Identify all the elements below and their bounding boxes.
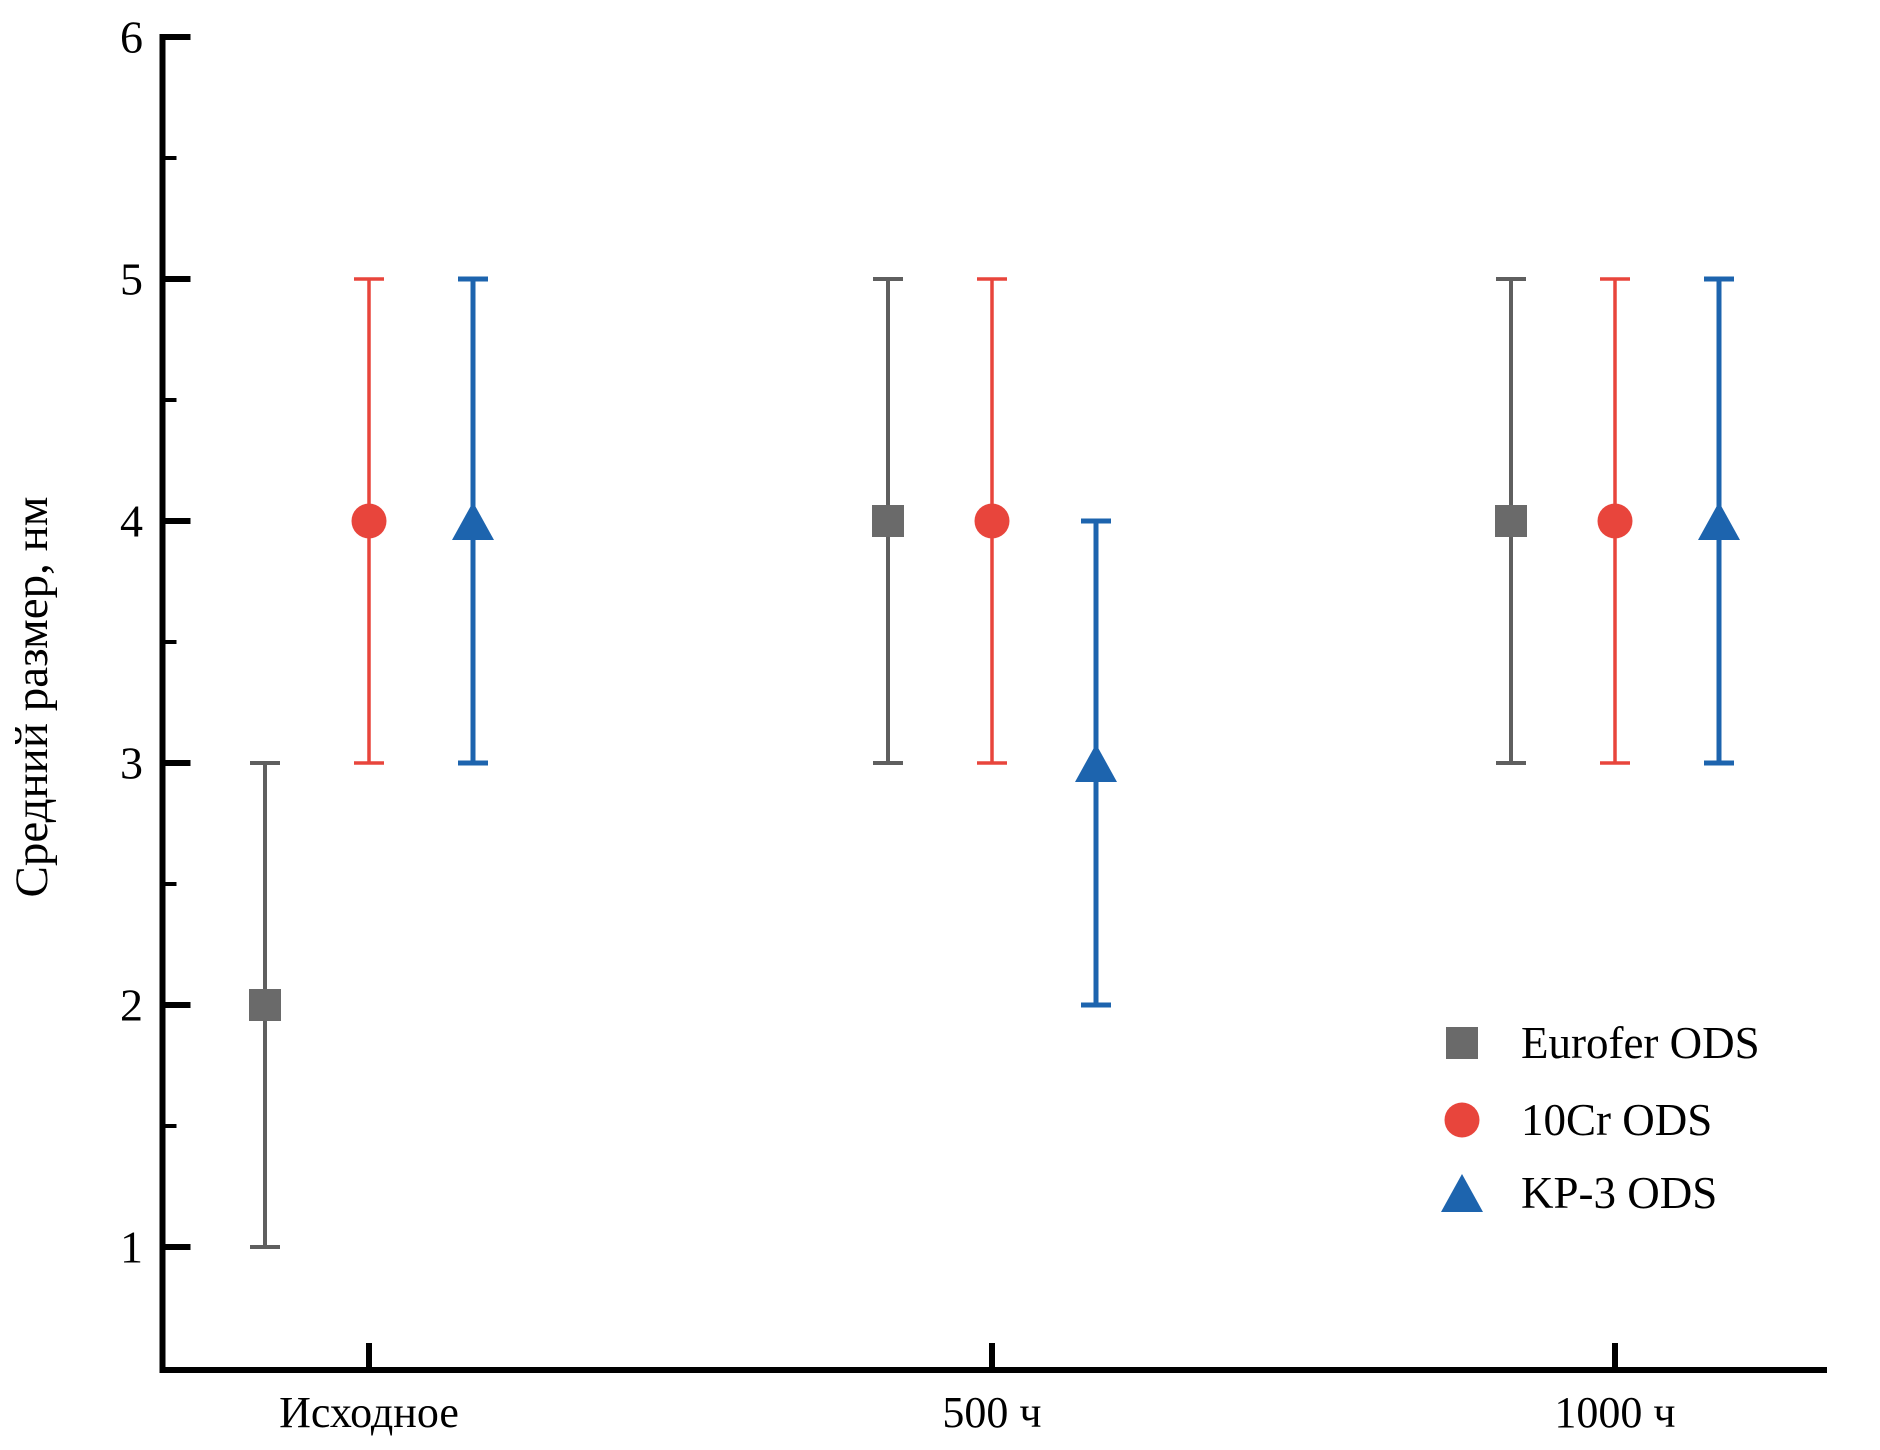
y-tick-label: 6 — [120, 12, 143, 63]
x-tick-label: 500 ч — [942, 1388, 1041, 1437]
y-tick-label: 5 — [120, 254, 143, 305]
y-tick-label: 4 — [120, 496, 143, 547]
x-tick-label: Исходное — [279, 1388, 459, 1437]
marker-triangle — [1698, 502, 1740, 540]
marker-circle — [1597, 503, 1633, 539]
y-tick-label: 2 — [120, 980, 143, 1031]
marker-triangle — [452, 502, 494, 540]
marker-square — [249, 989, 281, 1021]
y-tick-label: 1 — [120, 1222, 143, 1273]
marker-square-legend — [1446, 1027, 1478, 1059]
y-tick-label: 3 — [120, 738, 143, 789]
marker-triangle — [1075, 744, 1117, 782]
marker-circle-legend — [1444, 1102, 1480, 1138]
legend-label: 10Cr ODS — [1521, 1095, 1712, 1145]
legend-label: Eurofer ODS — [1521, 1018, 1760, 1068]
marker-circle — [351, 503, 387, 539]
marker-square — [872, 505, 904, 537]
y-axis-title: Средний размер, нм — [6, 497, 58, 898]
legend-label: KP-3 ODS — [1521, 1168, 1717, 1218]
marker-square — [1495, 505, 1527, 537]
x-tick-label: 1000 ч — [1554, 1388, 1675, 1437]
marker-triangle-legend — [1441, 1174, 1483, 1212]
marker-circle — [974, 503, 1010, 539]
